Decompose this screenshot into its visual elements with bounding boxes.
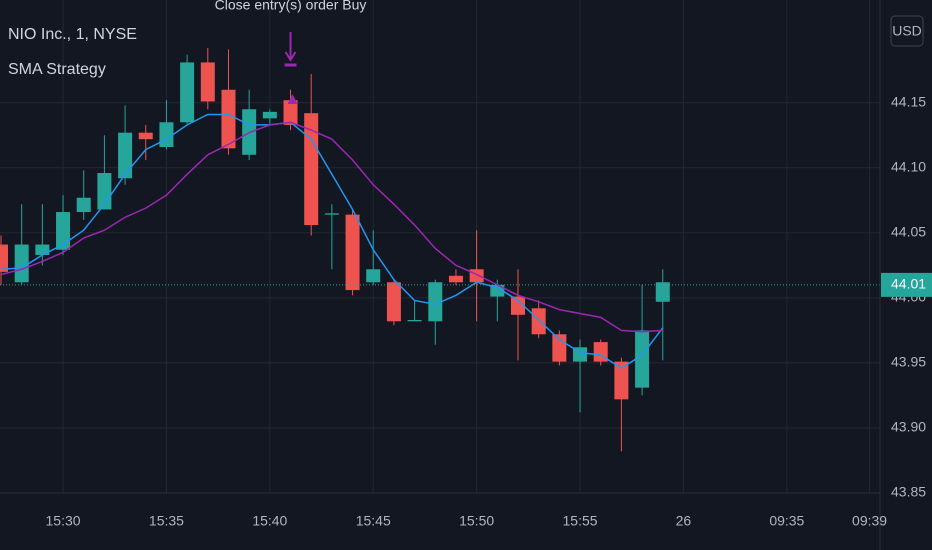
candle-body [180,62,195,123]
candle-body [407,319,422,322]
candle-body [345,214,360,291]
y-tick-label: 43.90 [891,419,926,435]
study-legend: SMA Strategy [8,61,106,78]
candle-body [386,282,401,322]
candle-body [159,122,174,147]
candle-body [655,282,670,302]
y-tick-label: 44.10 [891,159,926,175]
y-tick-label: 44.05 [891,224,926,240]
candle-body [448,275,463,283]
candle-body [35,244,50,255]
x-tick-label: 26 [676,513,692,529]
y-tick-label: 43.85 [891,484,926,500]
candle-body [138,132,153,140]
candle-body [635,330,650,388]
entry-marker [287,94,298,104]
candle-body [324,213,339,215]
y-tick-label: 44.15 [891,93,926,109]
candle-body [552,334,567,362]
order-arrow-head [284,51,297,62]
candle-body [56,212,71,250]
candle-body [221,89,236,149]
candle-body [0,244,8,272]
x-tick-label: 09:35 [769,513,804,529]
order-annotation: Close entry(s) order Buy [215,0,367,13]
x-tick-label: 15:35 [149,513,184,529]
last-price-box [881,272,932,297]
candle-body [283,100,298,125]
candle-body [511,296,525,315]
candle-body [469,269,484,283]
x-tick-label: 15:50 [459,513,494,529]
x-tick-label: 09:39 [852,513,887,529]
candle-body [118,132,133,179]
x-tick-label: 15:40 [252,513,287,529]
plot-area: Close entry(s) order Buy [0,0,880,452]
currency-box[interactable] [890,15,924,47]
candle-body [14,244,29,283]
y-tick-label: 43.95 [891,354,926,370]
sma-line [0,113,664,370]
symbol-legend: NIO Inc., 1, NYSE [8,26,137,43]
candle-body [490,284,505,297]
x-tick-label: 15:30 [46,513,81,529]
x-tick-label: 15:55 [563,513,598,529]
candle-body [262,111,277,119]
candle-body [428,282,443,322]
last-price-label: 44.01 [891,276,926,292]
currency-label[interactable]: USD [892,23,922,39]
candle-body [531,308,546,335]
candle-body [76,197,91,213]
x-tick-label: 15:45 [356,513,391,529]
candle-body [304,113,319,226]
candle-body [366,269,381,283]
candle-body [200,62,215,102]
axes: 43.8543.9043.9544.0044.0544.1044.1515:30… [46,93,932,529]
sma-line [0,121,663,333]
candle-body [614,361,629,400]
